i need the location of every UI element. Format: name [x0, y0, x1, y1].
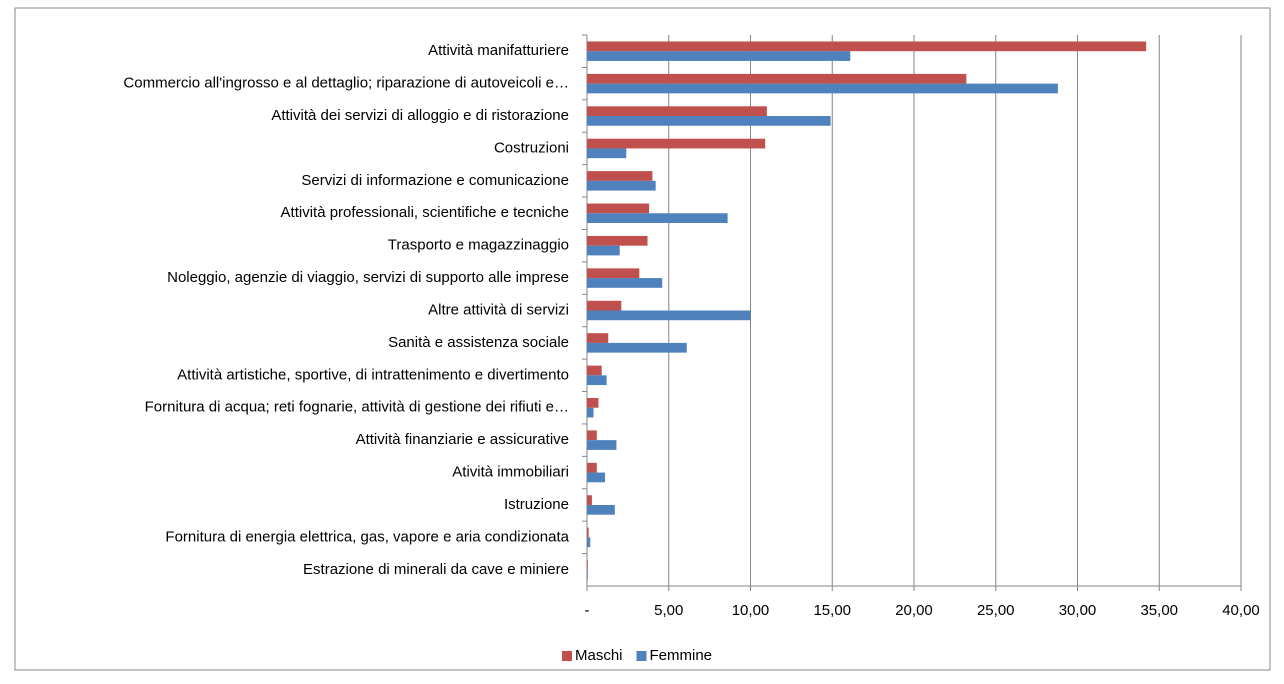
- x-tick-label: 25,00: [977, 602, 1015, 619]
- y-tick-label: Attività dei servizi di alloggio e di ri…: [271, 107, 569, 124]
- y-tick-label: Attività finanziarie e assicurative: [356, 431, 569, 448]
- bar: [587, 472, 605, 483]
- bar: [587, 213, 728, 223]
- bar: [587, 537, 591, 548]
- bar: [587, 116, 831, 126]
- x-tick-label: 20,00: [895, 602, 933, 619]
- bar: [587, 569, 588, 580]
- bar: [587, 180, 656, 191]
- y-tick-label: Attività manifatturiere: [428, 42, 569, 59]
- bar: [587, 148, 627, 159]
- legend-swatch: [562, 651, 572, 661]
- x-tick-label: 40,00: [1222, 602, 1260, 619]
- y-tick-label: Costruzioni: [494, 139, 569, 156]
- y-tick-label: Trasporto e magazzinaggio: [388, 237, 569, 254]
- y-tick-label: Fornitura di energia elettrica, gas, vap…: [165, 528, 569, 545]
- y-tick-label: Servizi di informazione e comunicazione: [301, 172, 569, 189]
- y-tick-label: Noleggio, agenzie di viaggio, servizi di…: [167, 269, 569, 286]
- bar: [587, 171, 653, 181]
- y-tick-label: Attività artistiche, sportive, di intrat…: [177, 366, 569, 383]
- x-tick-label: 30,00: [1059, 602, 1097, 619]
- bar: [587, 310, 751, 321]
- x-tick-label: 10,00: [732, 602, 770, 619]
- bar: [587, 83, 1058, 94]
- bar: [587, 268, 640, 279]
- bar: [587, 73, 967, 84]
- legend-label: Maschi: [575, 647, 623, 664]
- y-tick-label: Sanità e assistenza sociale: [388, 334, 569, 351]
- y-tick-label: Attività professionali, scientifiche e t…: [281, 204, 569, 221]
- x-tick-label: 5,00: [654, 602, 683, 619]
- bar: [587, 41, 1147, 52]
- bar: [587, 560, 588, 570]
- y-tick-label: Istruzione: [504, 496, 569, 513]
- bar: [587, 51, 851, 61]
- x-tick-label: 35,00: [1140, 602, 1178, 619]
- bar: [587, 504, 615, 515]
- bar: [587, 407, 594, 418]
- y-tick-label: Estrazione di minerali da cave e miniere: [303, 561, 569, 578]
- y-tick-label: Commercio all'ingrosso e al dettaglio; r…: [123, 75, 569, 92]
- bar: [587, 365, 602, 376]
- y-tick-label: Altre attività di servizi: [428, 301, 569, 318]
- bar: [587, 138, 766, 149]
- bar: [587, 342, 687, 353]
- bar: [587, 398, 599, 408]
- bar: [587, 245, 620, 256]
- x-tick-label: 15,00: [813, 602, 851, 619]
- bar: [587, 430, 597, 441]
- bar: [587, 375, 607, 386]
- bar: [587, 495, 592, 505]
- legend-swatch: [636, 651, 647, 661]
- bar: [587, 235, 648, 246]
- bar: [587, 278, 663, 288]
- bar: [587, 462, 597, 473]
- legend-label: Femmine: [650, 647, 713, 664]
- bar: [587, 106, 767, 117]
- bar: [587, 527, 589, 538]
- bar: [587, 333, 609, 343]
- y-tick-label: Fornitura di acqua; reti fognarie, attiv…: [145, 399, 569, 416]
- bar: [587, 203, 650, 214]
- bar: [587, 440, 617, 450]
- x-tick-label: -: [585, 602, 590, 619]
- bar: [587, 300, 622, 311]
- y-tick-label: Atività immobiliari: [452, 464, 569, 481]
